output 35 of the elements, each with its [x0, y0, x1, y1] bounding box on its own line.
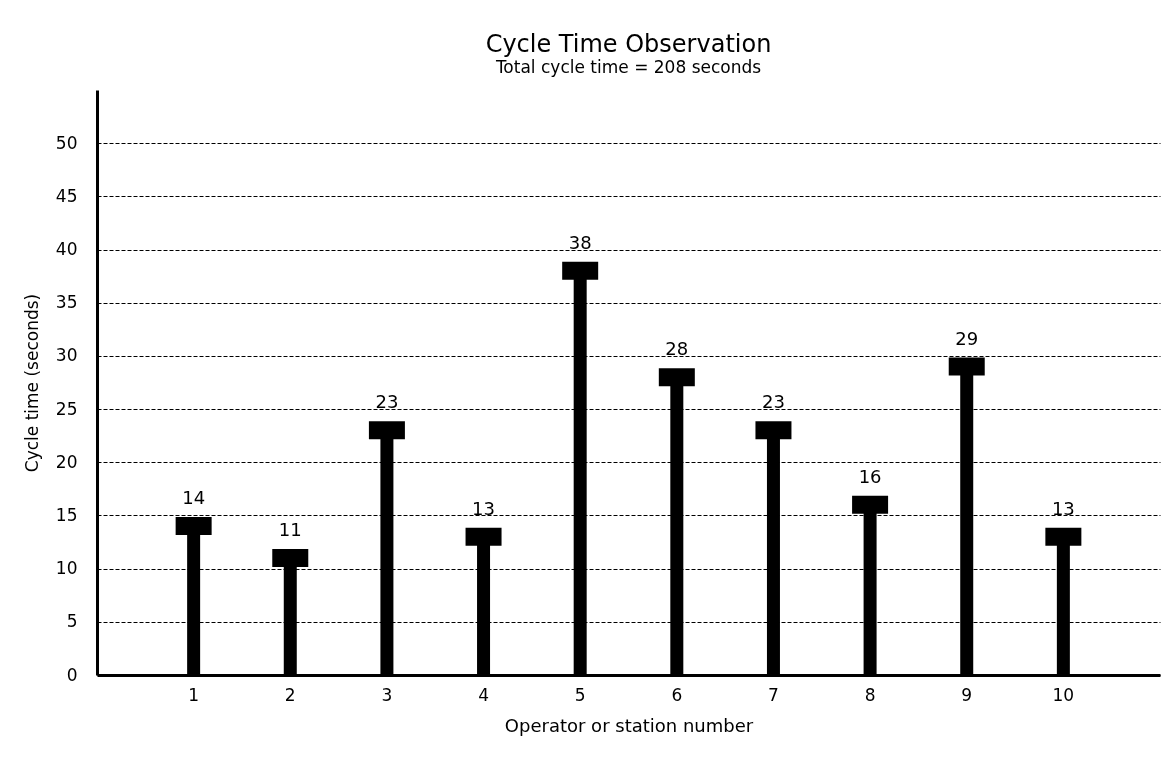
data-label: 23	[762, 391, 785, 413]
x-tick-label: 2	[284, 684, 296, 705]
x-tick-label: 10	[1052, 684, 1075, 705]
x-tick-label: 4	[478, 684, 489, 705]
data-label: 28	[665, 338, 689, 360]
y-tick-label: 10	[55, 558, 78, 579]
data-label: 13	[472, 497, 495, 519]
y-tick-label: 35	[55, 292, 78, 313]
x-tick-label: 6	[671, 684, 683, 705]
x-tick-label: 8	[864, 684, 876, 705]
x-axis-title: Operator or station number	[504, 714, 754, 736]
x-tick-label: 7	[768, 684, 779, 705]
y-tick-label: 45	[55, 185, 78, 206]
y-tick-label: 50	[55, 132, 78, 153]
data-label: 14	[182, 487, 206, 509]
y-tick-label: 25	[55, 398, 78, 419]
y-tick-label: 0	[66, 664, 78, 685]
y-tick-label: 30	[55, 345, 78, 366]
data-label: 38	[568, 231, 592, 253]
y-axis-title: Cycle time (seconds)	[21, 293, 42, 473]
x-tick-label: 1	[188, 684, 200, 705]
x-tick-label: 5	[574, 684, 586, 705]
data-label: 29	[955, 327, 979, 349]
x-tick-label: 3	[381, 684, 393, 705]
chart-title: Cycle Time Observation	[485, 30, 772, 58]
chart-subtitle: Total cycle time = 208 seconds	[494, 57, 762, 77]
data-label: 13	[1051, 497, 1075, 519]
y-tick-label: 20	[55, 451, 78, 472]
y-tick-label: 40	[55, 239, 78, 260]
data-label: 11	[278, 519, 302, 540]
y-tick-label: 15	[55, 504, 78, 525]
data-label: 16	[858, 465, 882, 487]
y-tick-label: 5	[66, 611, 78, 632]
x-tick-label: 9	[961, 684, 973, 705]
data-label: 23	[375, 391, 399, 413]
